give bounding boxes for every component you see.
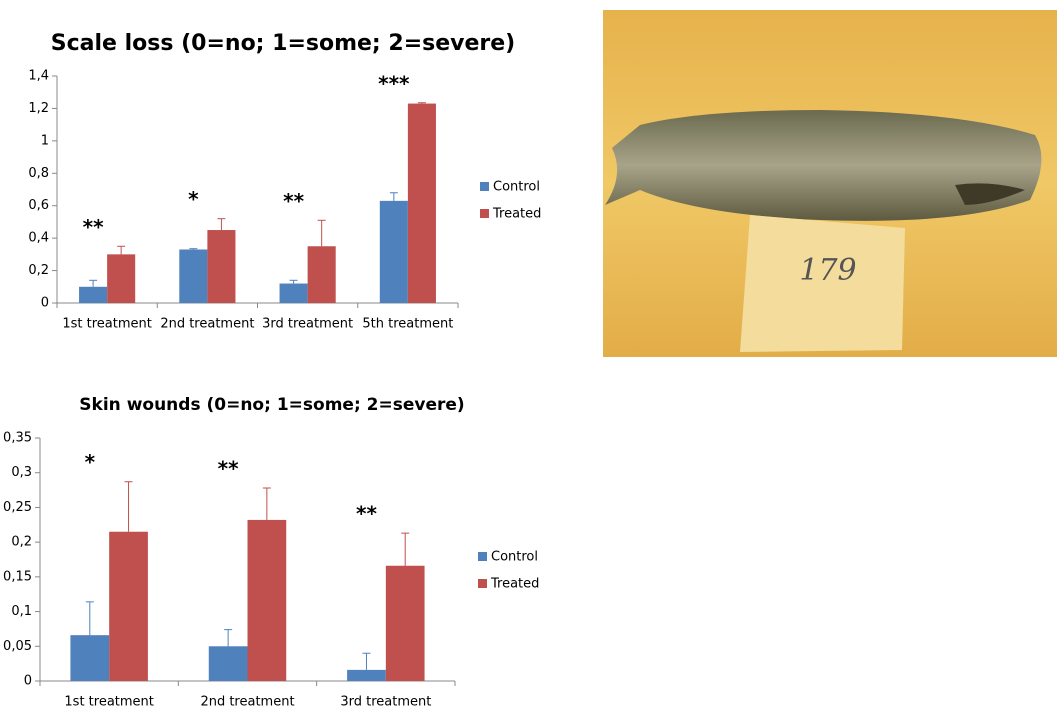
photo: 179 — [603, 10, 1057, 357]
bar — [79, 286, 108, 303]
y-tick-label: 0,25 — [3, 500, 32, 515]
bar — [407, 103, 436, 303]
bar — [379, 200, 408, 303]
y-tick-label: 0 — [24, 674, 32, 689]
y-tick-label: 0,2 — [28, 263, 49, 278]
y-tick-label: 0,4 — [28, 231, 49, 246]
bar — [247, 519, 287, 681]
y-tick-label: 0,35 — [3, 431, 32, 446]
annotation: ** — [283, 189, 304, 213]
y-tick-label: 0,2 — [11, 535, 32, 550]
bar — [385, 565, 425, 681]
x-tick-label: 3rd treatment — [262, 317, 353, 332]
photo-label: 179 — [799, 253, 856, 288]
fish — [605, 110, 1042, 221]
x-tick-label: 5th treatment — [362, 317, 453, 332]
bar — [208, 646, 248, 681]
y-tick-label: 0,15 — [3, 569, 32, 584]
bar — [109, 531, 148, 681]
legend-swatch — [478, 552, 487, 561]
x-tick-label: 2nd treatment — [200, 695, 294, 707]
x-tick-label: 1st treatment — [64, 695, 154, 707]
chart-title: Scale loss (0=no; 1=some; 2=severe) — [51, 31, 515, 56]
bar — [207, 230, 236, 303]
x-tick-label: 3rd treatment — [340, 695, 431, 707]
legend-swatch — [478, 579, 487, 588]
x-tick-label: 2nd treatment — [160, 317, 254, 332]
annotation: ** — [356, 502, 377, 526]
bar — [307, 246, 336, 303]
y-tick-label: 1,4 — [28, 69, 49, 84]
annotation: ** — [218, 456, 239, 480]
y-tick-label: 1,2 — [28, 101, 49, 116]
legend-label: Control — [491, 550, 538, 565]
paper — [740, 215, 905, 352]
legend-label: Treated — [492, 207, 541, 222]
y-tick-label: 0,6 — [28, 198, 49, 213]
y-tick-label: 0,1 — [11, 604, 32, 619]
annotation: ** — [83, 215, 104, 239]
y-tick-label: 0,8 — [28, 166, 49, 181]
legend-swatch — [480, 209, 489, 218]
annotation: * — [188, 187, 199, 211]
legend-label: Treated — [490, 577, 539, 592]
legend-swatch — [480, 182, 489, 191]
y-tick-label: 0,3 — [11, 465, 32, 480]
y-tick-label: 0,05 — [3, 639, 32, 654]
y-tick-label: 1 — [41, 133, 49, 148]
chart-title: Skin wounds (0=no; 1=some; 2=severe) — [79, 395, 464, 415]
annotation: * — [85, 450, 96, 474]
fin — [955, 183, 1025, 205]
bar — [179, 249, 208, 303]
annotation: *** — [378, 71, 410, 95]
bar — [107, 254, 136, 303]
bar — [70, 635, 110, 681]
bar — [347, 669, 386, 681]
y-tick-label: 0 — [41, 296, 49, 311]
bar — [279, 283, 308, 303]
x-tick-label: 1st treatment — [62, 317, 152, 332]
legend-label: Control — [493, 180, 540, 195]
